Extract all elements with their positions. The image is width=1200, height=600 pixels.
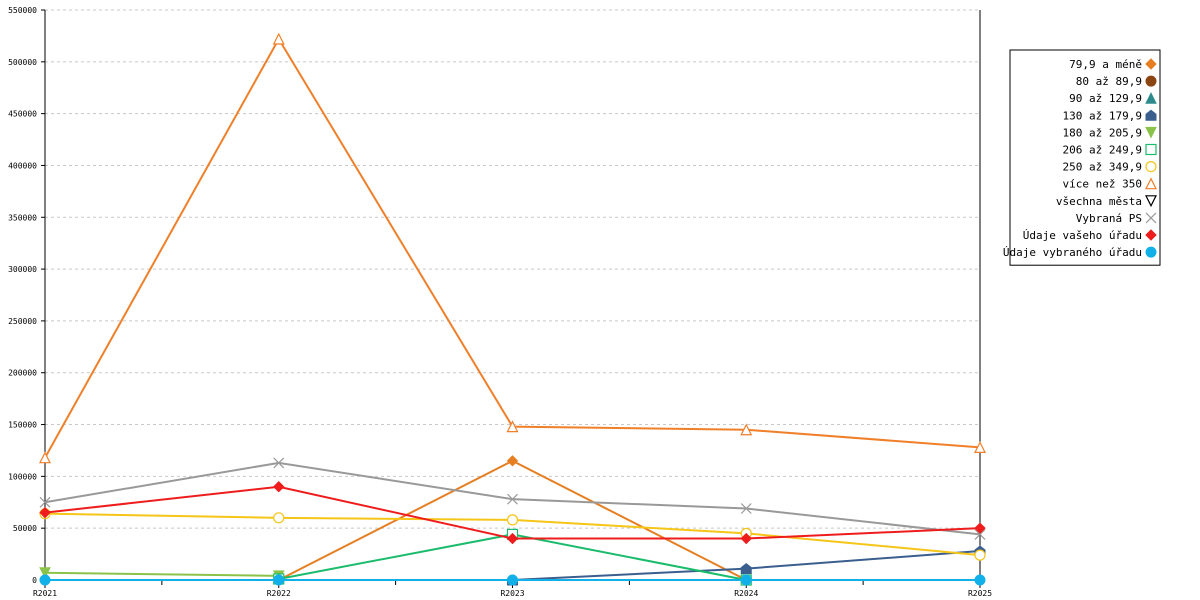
legend-entry-label: 250 až 349,9 (1063, 161, 1142, 174)
y-tick-label: 250000 (8, 317, 37, 326)
series-10 (39, 481, 986, 545)
data-point (974, 528, 986, 540)
legend-entry-label: 130 až 179,9 (1063, 109, 1142, 122)
legend-marker (1145, 161, 1157, 173)
legend-entry-label: 180 až 205,9 (1063, 126, 1142, 139)
data-point (506, 420, 519, 433)
legend-marker (1145, 92, 1157, 104)
legend-marker (1145, 177, 1157, 190)
x-tick-label: R2021 (33, 589, 57, 598)
legend-marker (1145, 126, 1157, 139)
series-11 (39, 574, 986, 586)
x-tick-label: R2025 (968, 589, 992, 598)
legend-marker (1145, 143, 1157, 156)
y-tick-label: 100000 (8, 472, 37, 481)
y-tick-label: 0 (32, 576, 37, 585)
data-point (39, 574, 51, 586)
y-tick-label: 450000 (8, 110, 37, 119)
data-point (39, 567, 51, 579)
data-point (273, 574, 285, 586)
legend-marker (1145, 58, 1157, 70)
legend-entry-label: Vybraná PS (1076, 212, 1142, 225)
legend-marker (1145, 212, 1157, 224)
data-point (39, 506, 51, 519)
x-tick-label: R2022 (267, 589, 291, 598)
legend-marker (1145, 109, 1157, 121)
series-7 (39, 32, 986, 464)
series-4 (39, 567, 285, 582)
data-point (740, 503, 752, 514)
data-point (974, 441, 986, 453)
y-tick-label: 550000 (8, 6, 37, 15)
data-point (507, 574, 518, 586)
y-tick-label: 150000 (8, 421, 37, 430)
legend-entry-label: Údaje vybraného úřadu (1003, 246, 1142, 259)
series-group (39, 32, 986, 586)
legend: 79,9 a méně 80 až 89,9 90 až 129,9 130 až 1… (1003, 49, 1161, 266)
data-point (740, 423, 753, 436)
series-line (44, 37, 981, 459)
data-point (740, 562, 752, 575)
data-point (974, 522, 986, 534)
data-point (974, 549, 986, 561)
data-point (506, 532, 519, 545)
data-point (506, 455, 519, 467)
y-tick-label: 300000 (8, 265, 37, 274)
data-point (740, 574, 752, 586)
x-tick-label: R2024 (734, 589, 758, 598)
data-point (273, 512, 285, 524)
data-point (506, 514, 519, 526)
legend-entry-label: 90 až 129,9 (1069, 92, 1142, 105)
y-tick-label: 350000 (8, 213, 37, 222)
legend-marker (1145, 195, 1157, 208)
data-point (273, 481, 285, 493)
legend-box (1009, 49, 1161, 266)
legend-marker (1145, 229, 1157, 241)
data-point (507, 493, 518, 505)
y-tick-label: 50000 (13, 524, 37, 533)
y-tick-label: 500000 (8, 58, 37, 67)
data-point (273, 457, 285, 469)
legend-entry-label: více než 350 (1063, 178, 1142, 191)
legend-entry-label: 206 až 249,9 (1063, 144, 1142, 157)
data-point (740, 532, 752, 545)
legend-entry-label: Údaje vašeho úřadu (1023, 229, 1142, 242)
tick-labels: 0 50000 100000 150000 200000 250000 300000 3500… (8, 6, 992, 598)
legend-entry-label: všechna města (1056, 195, 1142, 208)
x-tick-label: R2023 (500, 589, 524, 598)
legend-marker (1145, 246, 1157, 258)
grid-lines (45, 9, 980, 529)
data-point (39, 451, 51, 464)
legend-entry-label: 80 až 89,9 (1076, 75, 1142, 88)
data-point (272, 32, 285, 45)
y-tick-label: 200000 (8, 369, 37, 378)
data-point (974, 574, 986, 586)
data-point (39, 496, 51, 508)
legend-marker (1145, 75, 1157, 87)
series-line (44, 571, 279, 577)
series-9 (39, 457, 986, 540)
legend-entry-label: 79,9 a méně (1069, 58, 1142, 71)
y-tick-label: 400000 (8, 161, 37, 170)
